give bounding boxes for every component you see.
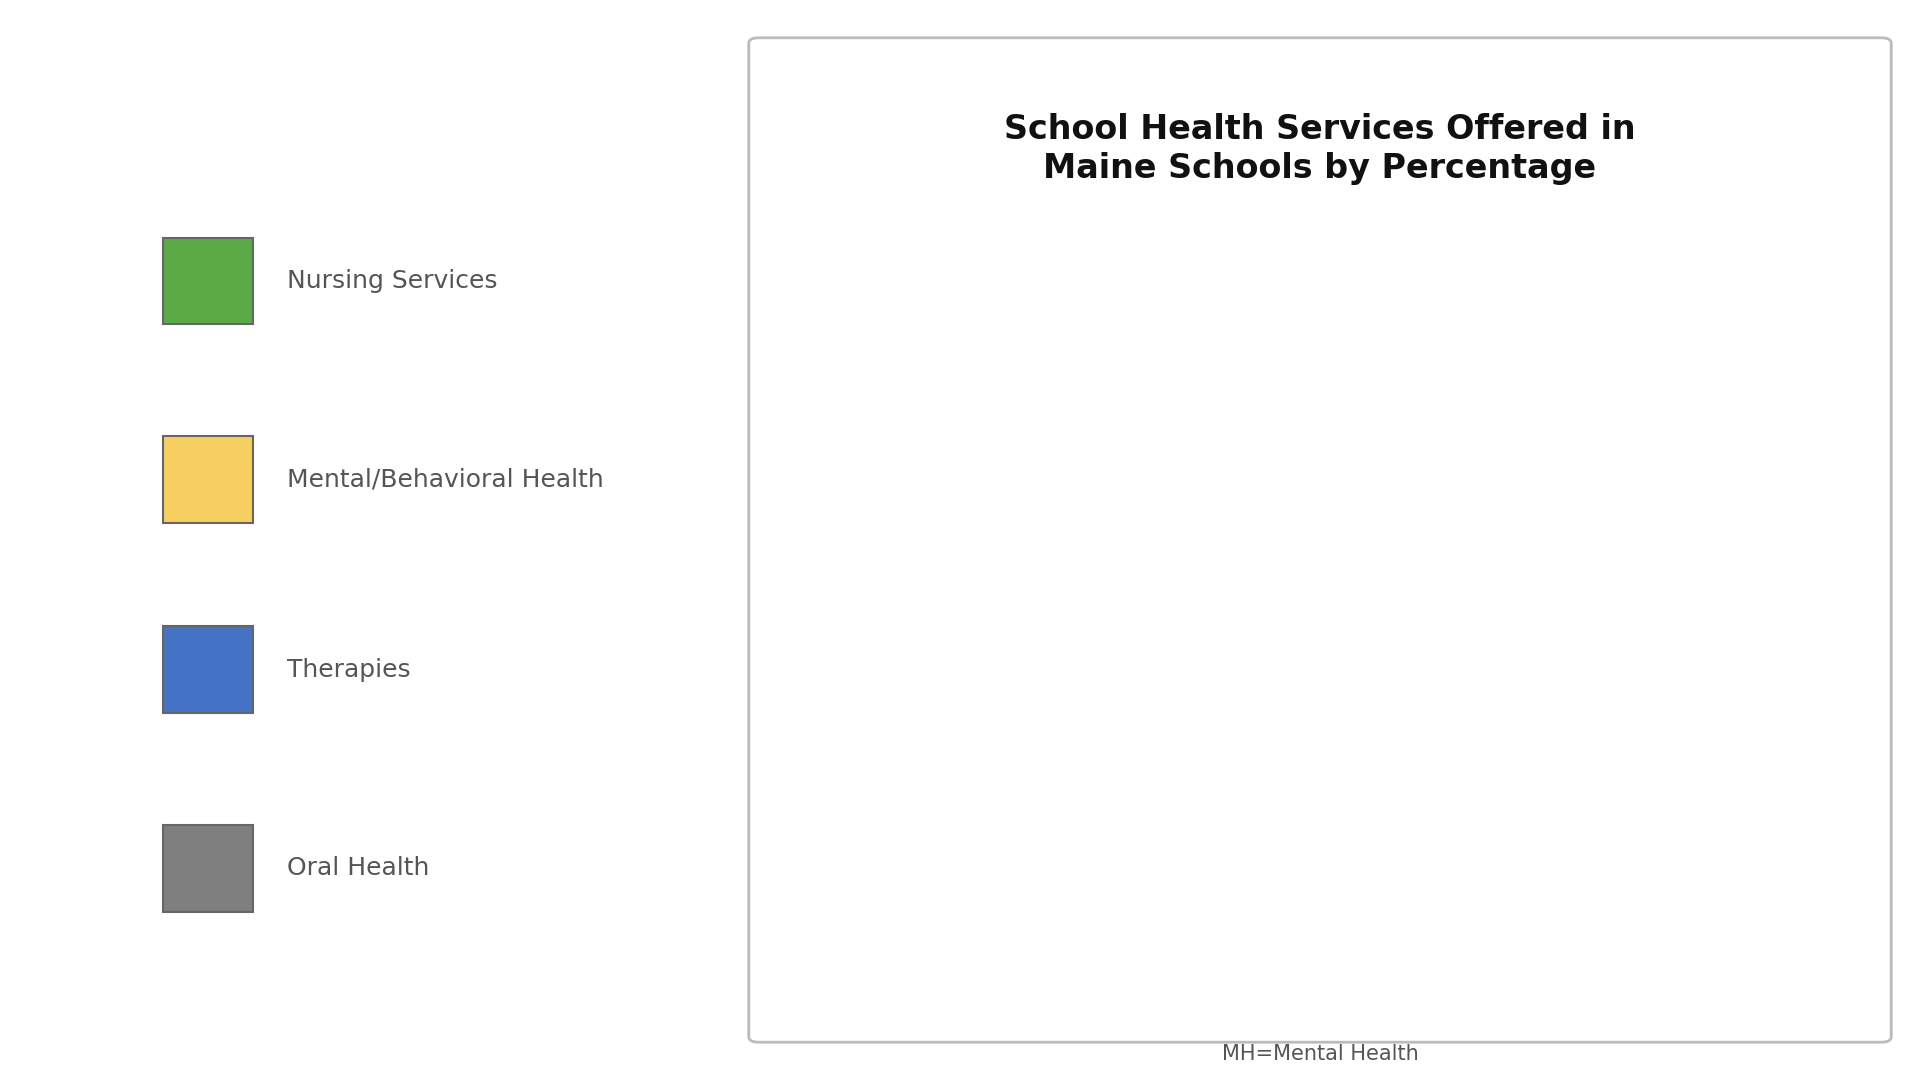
- Bar: [1327, 404, 1390, 842]
- Text: %: %: [1165, 291, 1181, 306]
- Text: %: %: [1780, 556, 1795, 571]
- Text: %: %: [1064, 247, 1077, 262]
- Bar: [1123, 312, 1185, 842]
- Text: 71: 71: [1342, 378, 1371, 399]
- Text: Therapies: Therapies: [288, 658, 411, 681]
- Bar: [918, 244, 979, 842]
- FancyBboxPatch shape: [163, 825, 253, 912]
- Bar: [1738, 577, 1799, 842]
- Text: 56: 56: [1546, 471, 1576, 490]
- Text: Nursing Services: Nursing Services: [288, 269, 497, 293]
- Text: 97: 97: [931, 217, 960, 238]
- Text: 45: 45: [1649, 539, 1678, 558]
- Text: %: %: [1678, 543, 1693, 558]
- Text: 43: 43: [1751, 551, 1780, 571]
- FancyBboxPatch shape: [163, 626, 253, 713]
- Text: %: %: [1371, 383, 1386, 399]
- Bar: [1636, 565, 1697, 842]
- Text: 86: 86: [1137, 285, 1165, 306]
- Text: 83: 83: [1238, 303, 1267, 324]
- Bar: [1225, 330, 1286, 842]
- Text: Mental/Behavioral Health: Mental/Behavioral Health: [288, 468, 605, 491]
- Text: %: %: [1473, 438, 1488, 454]
- Bar: [1532, 497, 1594, 842]
- Bar: [1020, 269, 1081, 842]
- FancyBboxPatch shape: [163, 436, 253, 523]
- Bar: [1430, 460, 1492, 842]
- Text: School Health Services Offered in
Maine Schools by Percentage: School Health Services Offered in Maine …: [1004, 113, 1636, 185]
- Text: Oral Health: Oral Health: [288, 856, 430, 880]
- Text: %: %: [1269, 309, 1283, 324]
- Text: 62: 62: [1444, 433, 1473, 454]
- Text: %: %: [1576, 475, 1590, 490]
- Text: %: %: [960, 222, 975, 238]
- Text: 93: 93: [1033, 242, 1064, 262]
- FancyBboxPatch shape: [163, 238, 253, 324]
- Text: MH=Mental Health: MH=Mental Health: [1221, 1043, 1419, 1064]
